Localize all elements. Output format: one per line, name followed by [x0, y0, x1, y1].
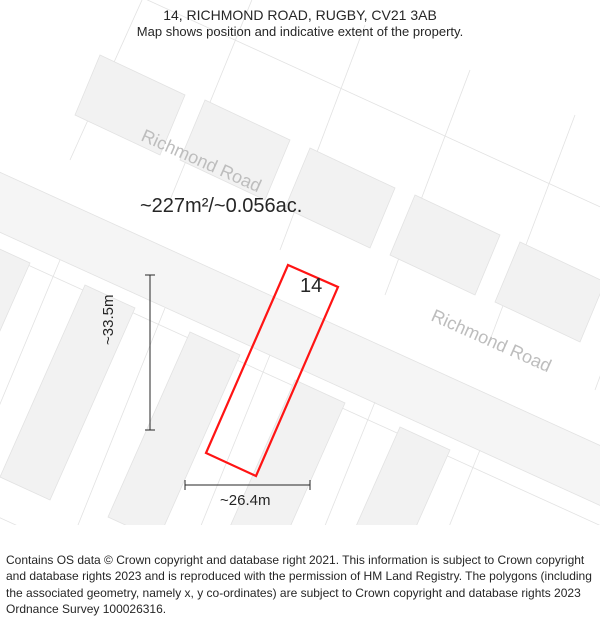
footer-attribution: Contains OS data © Crown copyright and d… — [0, 548, 600, 625]
width-dim-label: ~26.4m — [220, 492, 270, 509]
map-svg: Richmond Road Richmond Road — [0, 0, 600, 525]
page-subtitle: Map shows position and indicative extent… — [0, 24, 600, 41]
plot-number: 14 — [300, 275, 322, 298]
header: 14, RICHMOND ROAD, RUGBY, CV21 3AB Map s… — [0, 0, 600, 41]
area-label: ~227m²/~0.056ac. — [140, 195, 302, 218]
height-dim-label: ~33.5m — [100, 295, 117, 345]
page-title: 14, RICHMOND ROAD, RUGBY, CV21 3AB — [0, 6, 600, 24]
map-area: Richmond Road Richmond Road ~227m²/~0.05… — [0, 0, 600, 525]
